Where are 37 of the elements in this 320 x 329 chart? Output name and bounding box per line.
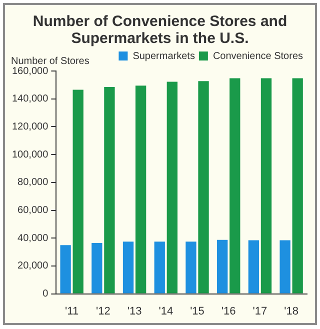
bar xyxy=(292,78,303,294)
x-tick-label: '14 xyxy=(158,305,174,318)
x-tick-label: '12 xyxy=(96,305,110,318)
y-axis-title: Number of Stores xyxy=(11,56,90,67)
bar xyxy=(154,242,165,294)
bar xyxy=(72,90,84,294)
x-tick-label: '11 xyxy=(65,305,79,318)
bar xyxy=(166,82,178,294)
legend-label: Supermarkets xyxy=(132,50,195,62)
bar xyxy=(186,242,196,294)
y-tick-label: 100,000 xyxy=(12,149,49,160)
legend-label: Convenience Stores xyxy=(212,50,304,62)
y-tick-label: 160,000 xyxy=(12,66,49,77)
y-tick-label: 20,000 xyxy=(18,260,49,272)
bar xyxy=(92,242,102,294)
bar xyxy=(104,87,115,294)
bar xyxy=(198,81,209,294)
bar xyxy=(280,240,290,294)
x-tick-label: '16 xyxy=(221,305,236,318)
bar xyxy=(230,78,240,294)
x-tick-label: '13 xyxy=(127,305,142,318)
x-tick-label: '18 xyxy=(284,305,298,318)
y-tick-label: 120,000 xyxy=(12,121,49,132)
bar xyxy=(248,240,260,294)
bar xyxy=(260,78,272,294)
y-tick-label: 140,000 xyxy=(12,94,49,105)
bar xyxy=(135,86,146,294)
x-tick-label: '15 xyxy=(190,305,204,318)
chart-title: Number of Convenience Stores and Supermarkets in the U.S. xyxy=(32,13,288,47)
x-tick-label: '17 xyxy=(252,305,268,318)
bar xyxy=(122,242,134,294)
y-tick-label: 0 xyxy=(42,288,49,300)
y-tick-label: 40,000 xyxy=(18,232,49,244)
y-tick-label: 80,000 xyxy=(18,177,49,188)
bar xyxy=(60,245,71,294)
bar xyxy=(217,240,228,294)
y-tick-label: 60,000 xyxy=(18,205,49,216)
